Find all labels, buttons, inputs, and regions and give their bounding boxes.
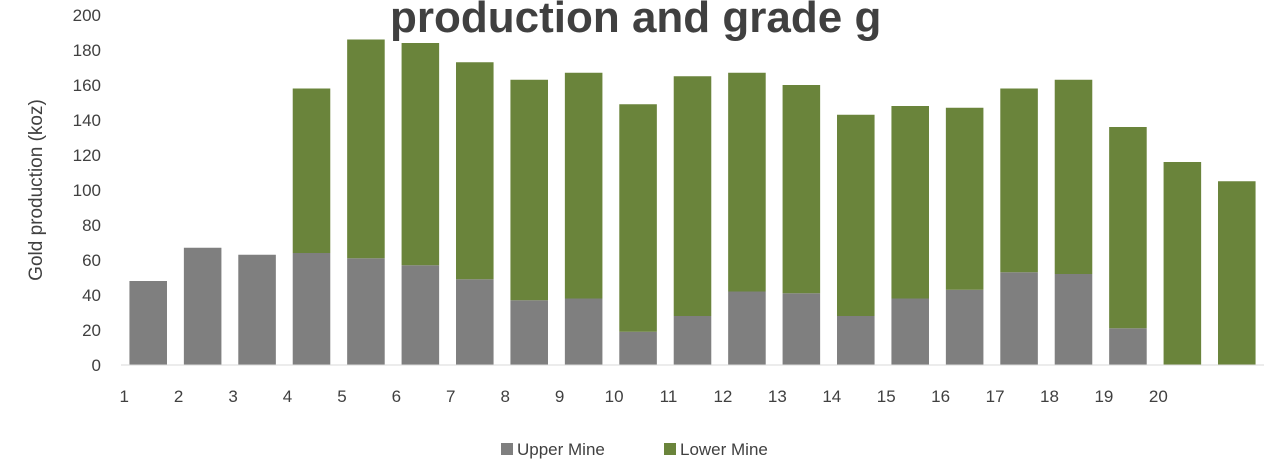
bar-lower-mine [619, 104, 657, 332]
x-tick-label: 11 [660, 387, 678, 406]
x-tick-label: 15 [877, 387, 896, 406]
x-axis-ticks: 1 2 3 4 5 6 7 8 9 10 11 12 13 14 15 16 17 18 19 20 [119, 387, 1167, 406]
bar-upper-mine [1109, 328, 1147, 365]
bar-lower-mine [510, 79, 548, 301]
x-tick-label: 10 [605, 387, 624, 406]
x-tick-label: 16 [931, 387, 950, 406]
x-tick-label: 5 [337, 387, 346, 406]
bar-lower-mine [292, 88, 331, 253]
y-tick-label: 80 [82, 216, 101, 235]
bar-upper-mine [347, 258, 385, 365]
y-axis-ticks: 0 20 40 60 80 100 120 140 160 180 200 [73, 6, 101, 375]
x-tick-label: 19 [1094, 387, 1113, 406]
bar-lower-mine [837, 114, 875, 316]
bar-upper-mine [945, 289, 984, 365]
y-tick-label: 180 [73, 41, 101, 60]
legend-label-lower-mine: Lower Mine [680, 440, 768, 459]
bar-upper-mine [619, 331, 657, 365]
y-tick-label: 160 [73, 76, 101, 95]
x-tick-label: 13 [768, 387, 787, 406]
bar-lower-mine [1218, 181, 1256, 365]
bar-lower-mine [673, 76, 712, 316]
x-tick-label: 6 [392, 387, 401, 406]
bar-lower-mine [728, 72, 766, 292]
x-tick-label: 8 [500, 387, 509, 406]
bar-upper-mine [782, 293, 821, 365]
y-tick-label: 120 [73, 146, 101, 165]
legend-swatch-upper-mine [501, 443, 513, 455]
x-tick-label: 9 [555, 387, 564, 406]
x-tick-label: 2 [174, 387, 183, 406]
bar-upper-mine [456, 279, 494, 365]
bar-upper-mine [238, 254, 276, 365]
bar-upper-mine [1054, 274, 1093, 365]
bar-lower-mine [1054, 79, 1093, 274]
x-tick-label: 20 [1149, 387, 1168, 406]
x-tick-label: 14 [822, 387, 841, 406]
y-tick-label: 0 [92, 356, 101, 375]
bar-upper-mine [183, 247, 222, 365]
bar-upper-mine [1000, 272, 1038, 365]
y-tick-label: 60 [82, 251, 101, 270]
y-tick-label: 20 [82, 321, 101, 340]
bar-lower-mine [891, 106, 929, 299]
legend-swatch-lower-mine [664, 443, 676, 455]
y-tick-label: 40 [82, 286, 101, 305]
y-tick-label: 140 [73, 111, 101, 130]
bar-lower-mine [1000, 88, 1038, 273]
x-tick-label: 1 [119, 387, 128, 406]
legend-label-upper-mine: Upper Mine [517, 440, 605, 459]
bar-upper-mine [510, 300, 548, 365]
bar-lower-mine [782, 85, 821, 294]
bar-lower-mine [347, 39, 385, 259]
bar-upper-mine [728, 291, 766, 365]
bar-upper-mine [891, 298, 929, 365]
bar-lower-mine [564, 72, 603, 299]
bar-upper-mine [837, 316, 875, 365]
bar-lower-mine [456, 62, 494, 280]
y-tick-label: 100 [73, 181, 101, 200]
x-tick-label: 4 [283, 387, 292, 406]
y-tick-label: 200 [73, 6, 101, 25]
bar-upper-mine [129, 281, 167, 365]
x-tick-label: 17 [986, 387, 1005, 406]
bars [129, 39, 1256, 365]
x-tick-label: 3 [228, 387, 237, 406]
x-tick-label: 18 [1040, 387, 1059, 406]
x-tick-label: 7 [446, 387, 455, 406]
bar-lower-mine [1163, 162, 1202, 365]
bar-lower-mine [945, 107, 984, 290]
y-axis-label: Gold production (koz) [26, 99, 47, 281]
x-tick-label: 12 [713, 387, 732, 406]
bar-upper-mine [401, 265, 440, 365]
bar-upper-mine [564, 298, 603, 365]
chart-title: production and grade g [390, 0, 881, 42]
bar-upper-mine [292, 253, 331, 365]
legend: Upper Mine Lower Mine [501, 440, 768, 459]
bar-lower-mine [1109, 127, 1147, 329]
bar-lower-mine [401, 43, 440, 266]
bar-upper-mine [673, 316, 712, 365]
